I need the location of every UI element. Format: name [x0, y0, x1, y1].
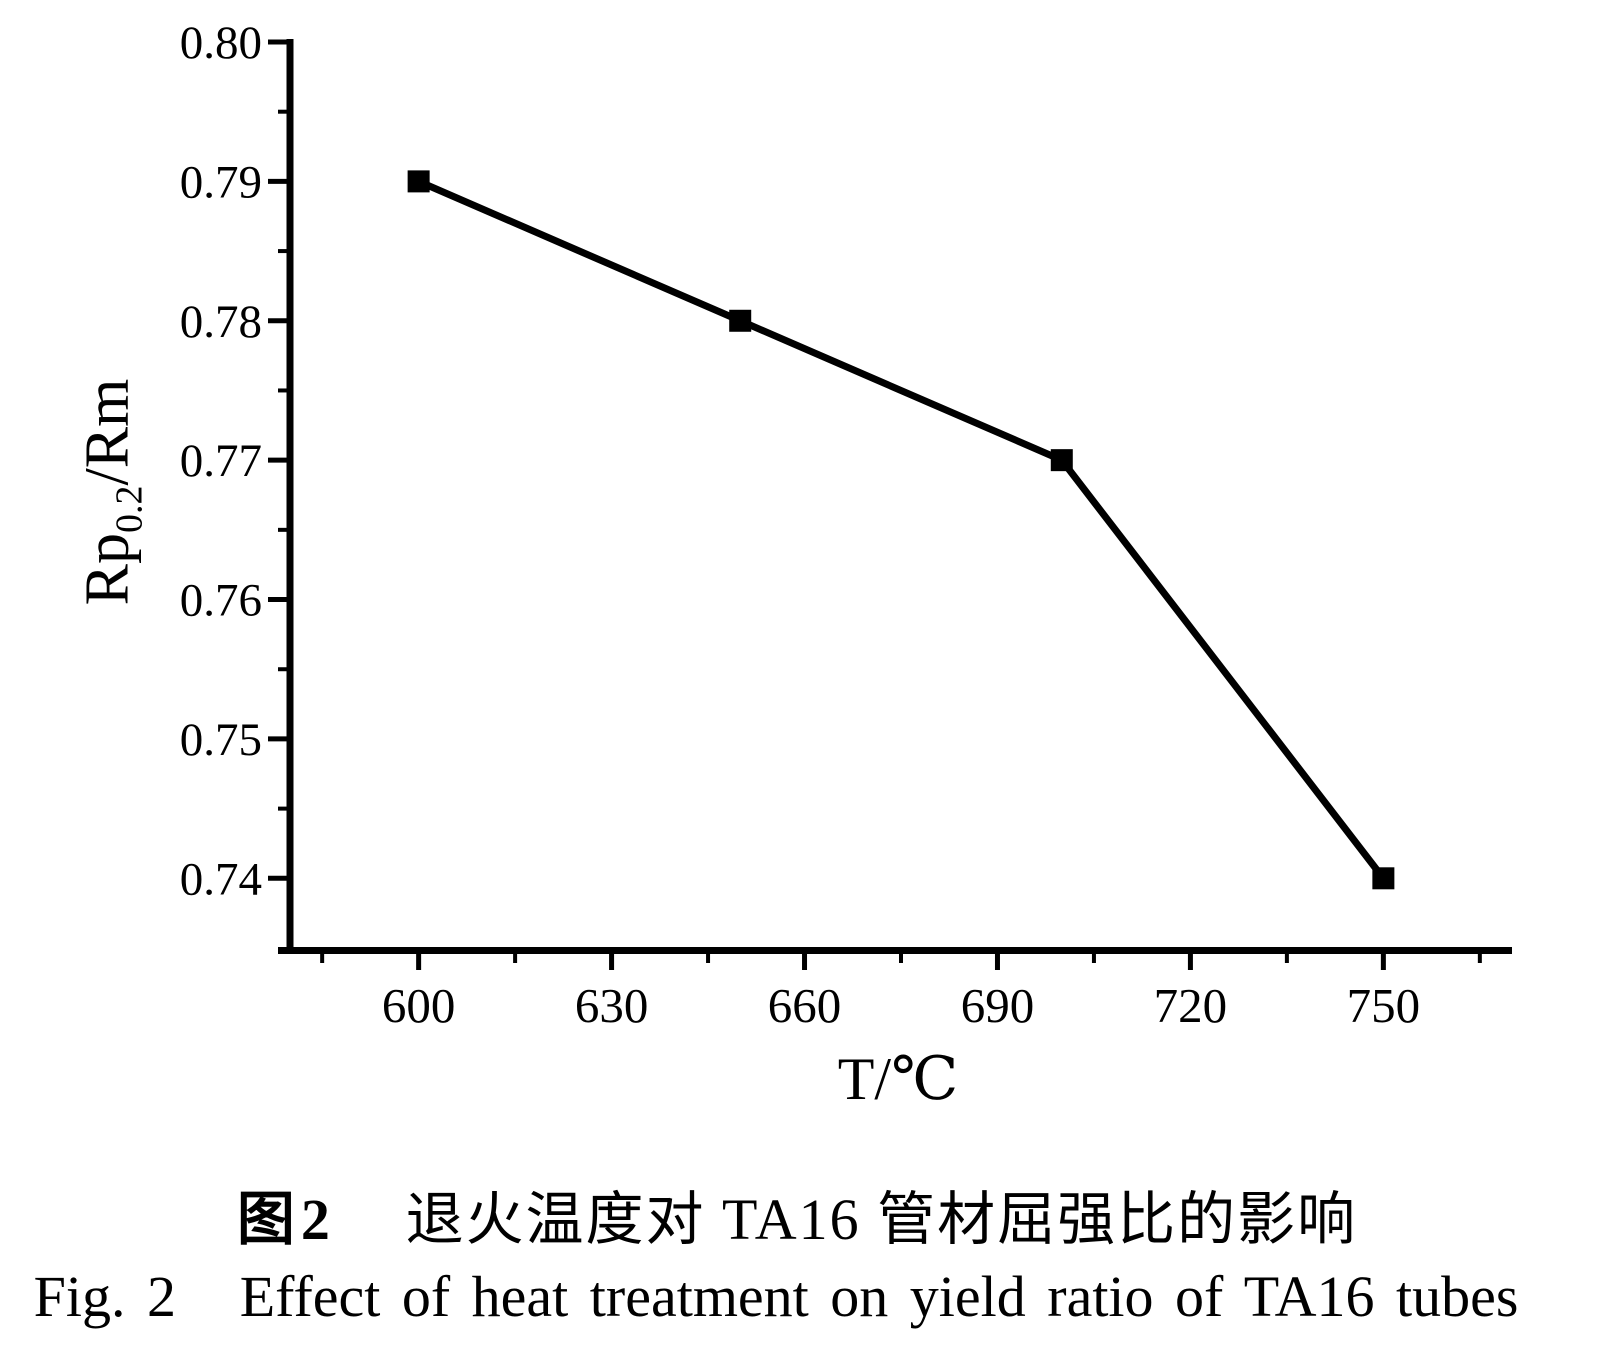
- x-tick-label: 660: [768, 978, 842, 1033]
- caption-chinese: 图2 退火温度对 TA16 管材屈强比的影响: [237, 1172, 1357, 1256]
- data-line: [417, 178, 1387, 881]
- y-tick-label: 0.75: [180, 714, 262, 766]
- y-tick-label: 0.76: [180, 575, 262, 627]
- y-tick-label: 0.78: [180, 296, 262, 348]
- y-axis-label: Rp0.2/Rm: [73, 378, 151, 606]
- y-tick-label: 0.74: [180, 853, 262, 905]
- caption-chinese-figure-number: 图2: [236, 1187, 336, 1252]
- data-point-marker: [407, 170, 430, 193]
- caption-english-figure-number: Fig. 2: [33, 1264, 176, 1329]
- y-axis-label-sub: 0.2: [108, 485, 151, 533]
- y-tick-label: 0.79: [180, 156, 262, 208]
- caption-english: Fig. 2 Effect of heat treatment on yield …: [34, 1263, 1519, 1330]
- x-tick-label: 720: [1154, 978, 1228, 1033]
- x-tick-label: 690: [961, 978, 1035, 1033]
- x-tick-label: 750: [1347, 978, 1421, 1033]
- data-point-marker: [729, 309, 752, 332]
- caption-chinese-text: 退火温度对 TA16 管材屈强比的影响: [405, 1187, 1358, 1252]
- data-point-marker: [1050, 449, 1073, 472]
- y-axis-label-pre: Rp: [73, 532, 142, 606]
- data-point-marker: [1372, 867, 1395, 890]
- x-axis-label: T/℃: [837, 1046, 959, 1112]
- caption-english-text: Effect of heat treatment on yield ratio …: [239, 1264, 1519, 1329]
- y-tick-label: 0.80: [180, 17, 262, 69]
- x-tick-label: 630: [575, 978, 649, 1033]
- x-tick-label: 600: [382, 978, 456, 1033]
- y-axis-label-post: /Rm: [73, 378, 142, 486]
- y-tick-label: 0.77: [180, 435, 262, 487]
